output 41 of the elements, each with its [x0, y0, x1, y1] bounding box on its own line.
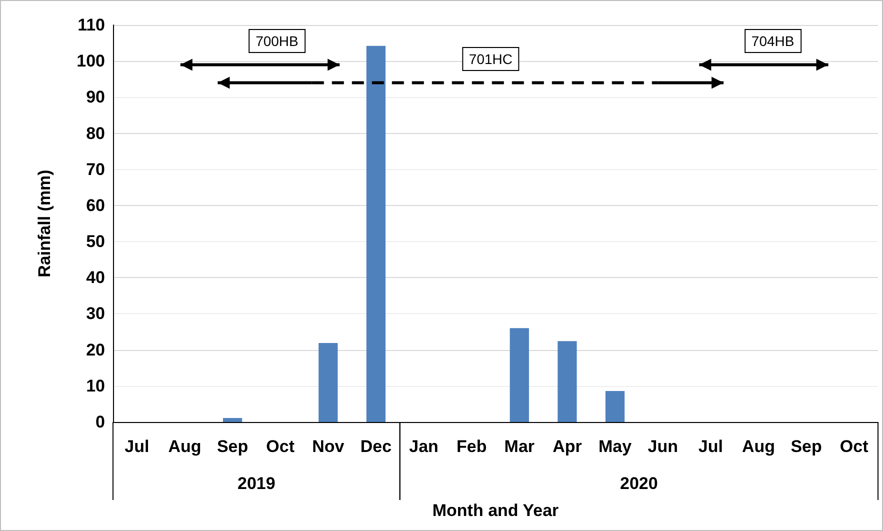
text: 2020	[620, 474, 658, 494]
bar	[558, 341, 577, 422]
annotation: 704HB	[744, 29, 802, 54]
x-tick-label: Aug	[168, 437, 202, 456]
x-tick-label: Aug	[742, 437, 775, 456]
x-tick-label: May	[598, 437, 632, 456]
bar	[605, 390, 625, 422]
y-tick-label: 10	[86, 376, 105, 396]
bar	[222, 418, 242, 422]
y-tick-label: 30	[86, 304, 105, 324]
bar	[510, 328, 529, 422]
y-tick-label: 100	[76, 52, 105, 71]
bar	[366, 46, 386, 422]
text: 2019	[238, 474, 276, 494]
y-axis-title: Rainfall (mm)	[35, 170, 54, 278]
y-tick-label: 40	[86, 268, 105, 288]
x-tick-label: Jul	[124, 437, 150, 456]
x-tick-label: Oct	[266, 437, 295, 456]
y-tick-label: 80	[86, 124, 105, 143]
y-tick-label: 70	[86, 160, 105, 179]
y-tick-label: 20	[86, 340, 105, 360]
y-tick-label: 60	[86, 196, 105, 215]
x-tick-label: Feb	[456, 437, 487, 456]
x-tick-label: Oct	[840, 437, 869, 456]
y-tick-label: 0	[96, 412, 105, 432]
x-tick-label: Nov	[312, 437, 345, 456]
x-tick-label: Sep	[216, 437, 248, 456]
x-tick-label: Sep	[790, 437, 822, 456]
x-tick-label: Jul	[698, 437, 723, 456]
x-tick-label: Mar	[504, 437, 535, 456]
bar	[318, 342, 338, 422]
annotation: 701HC	[462, 47, 520, 72]
x-tick-label: Apr	[552, 437, 582, 456]
y-tick-label: 110	[78, 16, 105, 34]
y-tick-label: 50	[86, 232, 105, 252]
x-tick-label: Jan	[409, 437, 438, 456]
x-tick-label: Jun	[648, 437, 678, 456]
x-tick-label: Dec	[360, 437, 392, 456]
y-tick-label: 90	[86, 88, 105, 107]
annotation: 700HB	[248, 29, 306, 54]
x-axis-title: Month and Year	[432, 501, 560, 520]
